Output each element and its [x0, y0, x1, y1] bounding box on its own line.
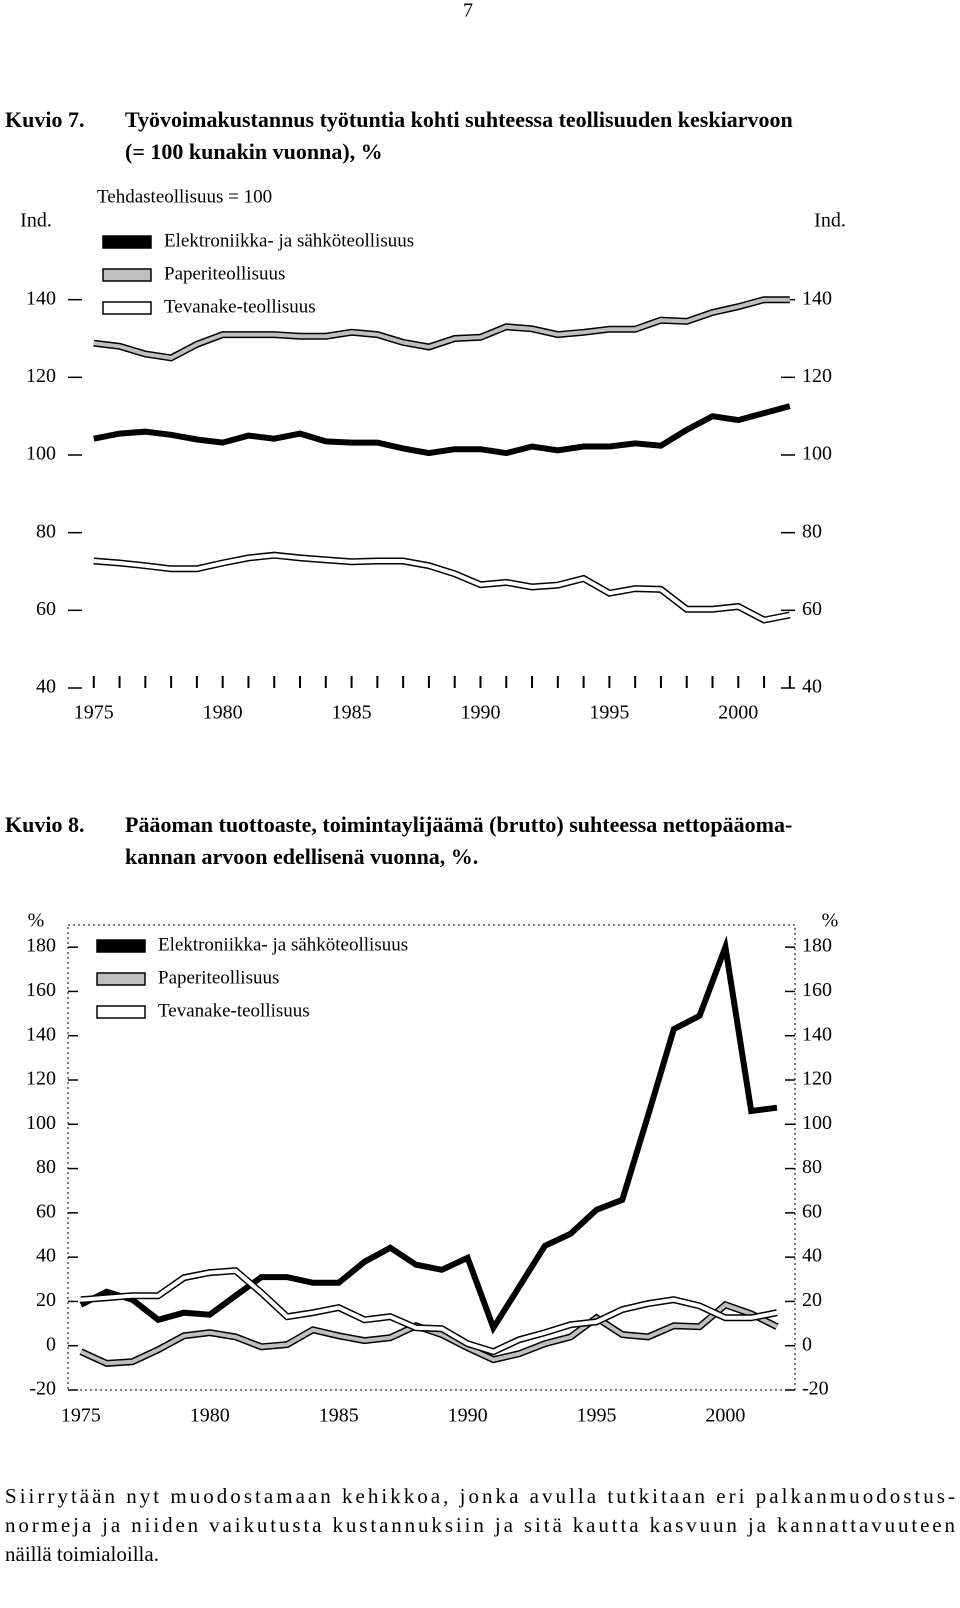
series-line — [80, 1268, 778, 1354]
y-tick-label: 120 — [802, 1068, 832, 1090]
y-tick-label: 0 — [802, 1333, 812, 1355]
legend-label: Elektroniikka- ja sähköteollisuus — [164, 230, 414, 251]
y-tick-label: 60 — [36, 598, 56, 620]
x-tick-label: 1990 — [448, 1405, 488, 1427]
x-tick-label: 2000 — [705, 1405, 745, 1427]
legend-swatch — [102, 235, 152, 249]
y-tick-label: 60 — [36, 1200, 56, 1222]
y-tick-label: 160 — [802, 979, 832, 1001]
y-tick-label: 40 — [802, 676, 822, 698]
y-tick-label: 80 — [802, 1156, 822, 1178]
y-tick-label: 80 — [36, 1156, 56, 1178]
y-tick-label: 20 — [36, 1289, 56, 1311]
y-tick-label: 120 — [26, 365, 56, 387]
subtitle: Tehdasteollisuus = 100 — [97, 186, 272, 207]
figure-title: kannan arvoon edellisenä vuonna, %. — [125, 844, 478, 869]
x-tick-label: 1975 — [74, 702, 114, 724]
paragraph-line: normeja ja niiden vaikutusta kustannuksi… — [5, 1513, 955, 1537]
y-tick-label: 40 — [802, 1245, 822, 1267]
x-tick-label: 1980 — [203, 702, 243, 724]
legend-label: Paperiteollisuus — [164, 263, 285, 284]
y-tick-label: 180 — [802, 935, 832, 957]
y-axis-label: Ind. — [20, 210, 52, 232]
y-tick-label: -20 — [802, 1378, 829, 1400]
y-tick-label: 20 — [802, 1289, 822, 1311]
y-tick-label: 0 — [46, 1333, 56, 1355]
y-tick-label: 140 — [26, 287, 56, 309]
y-tick-label: 140 — [26, 1023, 56, 1045]
y-tick-label: 100 — [26, 1112, 56, 1134]
y-tick-label: 80 — [36, 520, 56, 542]
series-line — [79, 935, 778, 1335]
x-tick-label: 1985 — [332, 702, 372, 724]
y-tick-label: 180 — [26, 935, 56, 957]
y-tick-label: 80 — [802, 520, 822, 542]
series-line — [93, 297, 790, 360]
y-tick-label: 40 — [36, 1245, 56, 1267]
figure-title: (= 100 kunakin vuonna), % — [125, 139, 383, 164]
paragraph-line: Siirrytään nyt muodostamaan kehikkoa, jo… — [5, 1484, 955, 1508]
y-tick-label: 140 — [802, 287, 832, 309]
x-tick-label: 1975 — [61, 1405, 101, 1427]
series-line — [93, 403, 791, 457]
legend-swatch — [96, 972, 146, 986]
x-tick-label: 1990 — [460, 702, 500, 724]
legend-label: Tevanake-teollisuus — [158, 1000, 310, 1021]
x-tick-label: 1985 — [319, 1405, 359, 1427]
figure-label: Kuvio 7. — [5, 107, 84, 132]
plot-frame — [67, 924, 796, 1391]
y-tick-label: 60 — [802, 1200, 822, 1222]
figure-title: Pääoman tuottoaste, toimintaylijäämä (br… — [125, 812, 792, 837]
y-tick-label: 60 — [802, 598, 822, 620]
paragraph-line: näillä toimialoilla. — [5, 1542, 159, 1566]
x-tick-label: 2000 — [718, 702, 758, 724]
legend-swatch — [96, 939, 146, 953]
y-tick-label: 100 — [26, 443, 56, 465]
legend-swatch — [102, 301, 152, 315]
legend-label: Elektroniikka- ja sähköteollisuus — [158, 934, 408, 955]
y-axis-label: % — [28, 910, 45, 932]
legend-swatch — [96, 1005, 146, 1019]
figure-title: Työvoimakustannus työtuntia kohti suhtee… — [125, 107, 793, 132]
legend-label: Tevanake-teollisuus — [164, 296, 316, 317]
series-line — [93, 553, 791, 623]
x-tick-label: 1995 — [589, 702, 629, 724]
legend-swatch — [102, 268, 152, 282]
y-tick-label: 120 — [26, 1068, 56, 1090]
x-tick-label: 1995 — [576, 1405, 616, 1427]
y-axis-label: Ind. — [814, 210, 846, 232]
legend-label: Paperiteollisuus — [158, 967, 279, 988]
x-tick-label: 1980 — [190, 1405, 230, 1427]
y-tick-label: 100 — [802, 443, 832, 465]
page-number: 7 — [463, 0, 473, 22]
figure-label: Kuvio 8. — [5, 812, 84, 837]
y-tick-label: 40 — [36, 676, 56, 698]
y-tick-label: 160 — [26, 979, 56, 1001]
y-axis-label: % — [822, 910, 839, 932]
y-tick-label: 120 — [802, 365, 832, 387]
y-tick-label: -20 — [29, 1378, 56, 1400]
y-tick-label: 100 — [802, 1112, 832, 1134]
y-tick-label: 140 — [802, 1023, 832, 1045]
